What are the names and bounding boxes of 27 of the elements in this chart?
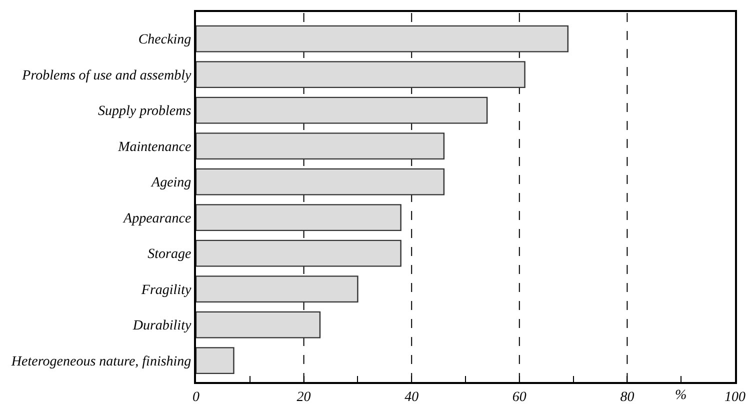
y-tick-label: Storage — [148, 247, 192, 262]
y-tick-label: Supply problems — [98, 104, 192, 120]
x-tick-label: 100 — [724, 390, 746, 405]
y-tick-label: Durability — [132, 318, 192, 334]
y-tick-label: Fragility — [140, 282, 192, 298]
x-tick-label: 20 — [296, 390, 311, 405]
bar — [196, 311, 321, 338]
y-tick-label: Heterogeneous nature, finishing — [10, 354, 192, 370]
bar — [196, 168, 445, 196]
bar — [196, 96, 488, 124]
x-tick-label: 0 — [192, 390, 200, 405]
bar — [196, 132, 445, 160]
y-tick-label: Appearance — [122, 211, 192, 226]
y-tick-label: Problems of use and assembly — [21, 68, 192, 84]
bar — [196, 61, 526, 88]
x-tick-label: 40 — [404, 390, 419, 405]
y-tick-label: Checking — [138, 32, 192, 48]
bar — [196, 25, 569, 52]
x-tick-label: 60 — [512, 390, 526, 405]
y-tick-label: Maintenance — [117, 140, 192, 155]
bar — [196, 240, 402, 267]
bar — [196, 204, 402, 232]
bar — [196, 276, 358, 303]
x-tick-label: 80 — [620, 390, 634, 405]
x-axis-title: % — [675, 388, 687, 403]
bar — [196, 347, 234, 374]
y-tick-label: Ageing — [150, 176, 192, 191]
